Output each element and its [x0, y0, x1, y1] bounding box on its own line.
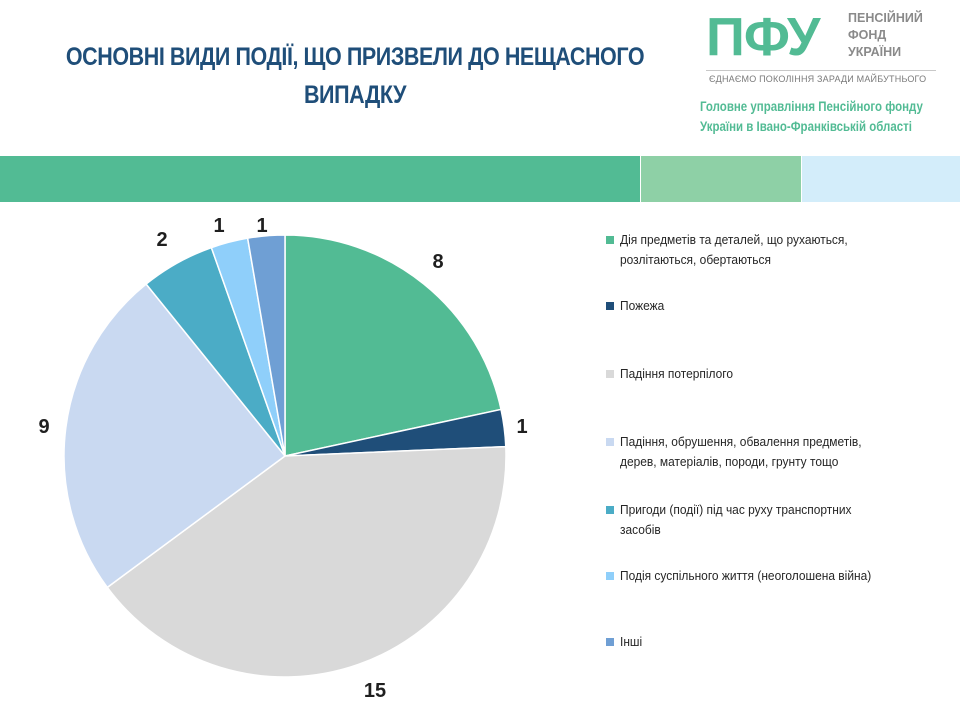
- header-band-light-blue: [802, 156, 960, 202]
- legend-label: Дія предметів та деталей, що рухаються, р…: [620, 230, 951, 270]
- title-line-1: ОСНОВНІ ВИДИ ПОДІЇ, ЩО ПРИЗВЕЛИ ДО НЕЩАС…: [65, 43, 645, 71]
- legend-label-line: Падіння потерпілого: [620, 366, 734, 381]
- organization-line-1: Головне управління Пенсійного фонду: [700, 98, 923, 114]
- legend-label: Інші: [620, 632, 951, 652]
- data-label-transport: 2: [156, 229, 167, 251]
- legend-label-line: розлітаються, обертаються: [620, 252, 771, 267]
- pie-chart: 8 1 15 9 2 1 1: [38, 215, 527, 702]
- legend-label: Подія суспільного життя (неоголошена вій…: [620, 566, 951, 586]
- data-label-fall-of-victim: 15: [364, 680, 386, 702]
- legend-label: Пригоди (події) під час руху транспортни…: [620, 500, 951, 540]
- legend-label-line: Пожежа: [620, 298, 665, 313]
- legend-item-fire: Пожежа: [606, 296, 951, 316]
- legend-swatch: [606, 438, 614, 446]
- logo-mark: ПФУ: [706, 7, 820, 67]
- legend-label-line: дерев, матеріалів, породи, грунту тощо: [620, 454, 839, 469]
- pie-slice-moving-parts: [284, 234, 502, 457]
- legend-label: Падіння потерпілого: [620, 364, 951, 384]
- legend-label: Падіння, обрушення, обвалення предметів,…: [620, 432, 951, 472]
- legend-label-line: Пригоди (події) під час руху транспортни…: [620, 502, 852, 517]
- legend-label-line: засобів: [620, 522, 661, 537]
- legend-swatch: [606, 370, 614, 378]
- logo-name-line-3: УКРАЇНИ: [848, 45, 902, 59]
- legend-swatch: [606, 302, 614, 310]
- data-label-fire: 1: [516, 416, 527, 438]
- data-label-war: 1: [213, 215, 224, 237]
- legend-item-war: Подія суспільного життя (неоголошена вій…: [606, 566, 951, 586]
- page-title: ОСНОВНІ ВИДИ ПОДІЇ, ЩО ПРИЗВЕЛИ ДО НЕЩАС…: [58, 38, 651, 114]
- legend-label-line: Інші: [620, 634, 643, 649]
- logo-name-line-1: ПЕНСІЙНИЙ: [848, 11, 923, 25]
- legend-label-line: Падіння, обрушення, обвалення предметів,: [620, 434, 862, 449]
- pie-slice-falling-objects: [63, 282, 287, 589]
- pfu-logo: ПФУ ПЕНСІЙНИЙ ФОНД УКРАЇНИ ЄДНАЄМО ПОКОЛ…: [706, 8, 942, 88]
- legend-swatch: [606, 638, 614, 646]
- legend-swatch: [606, 506, 614, 514]
- legend-item-moving-parts: Дія предметів та деталей, що рухаються, р…: [606, 230, 951, 270]
- legend-label-line: Подія суспільного життя (неоголошена вій…: [620, 568, 872, 583]
- pie-slice-fall-of-victim: [106, 445, 507, 678]
- legend-swatch: [606, 572, 614, 580]
- organization-name: Головне управління Пенсійного фонду Укра…: [700, 96, 923, 136]
- title-line-2: ВИПАДКУ: [303, 81, 407, 109]
- logo-name-line-2: ФОНД: [848, 28, 887, 42]
- legend-item-fall-of-victim: Падіння потерпілого: [606, 364, 951, 384]
- data-label-falling-objects: 9: [38, 416, 49, 438]
- legend-label-line: Дія предметів та деталей, що рухаються,: [620, 232, 848, 247]
- legend-item-other: Інші: [606, 632, 951, 652]
- header-band-light-green: [641, 156, 801, 202]
- legend-item-falling-objects: Падіння, обрушення, обвалення предметів,…: [606, 432, 951, 472]
- logo-slogan: ЄДНАЄМО ПОКОЛІННЯ ЗАРАДИ МАЙБУТНЬОГО: [709, 74, 927, 84]
- legend-label: Пожежа: [620, 296, 951, 316]
- legend-swatch: [606, 236, 614, 244]
- data-label-moving-parts: 8: [432, 251, 443, 273]
- pie-slice-other: [246, 234, 286, 457]
- logo-name: ПЕНСІЙНИЙ ФОНД УКРАЇНИ: [848, 10, 944, 61]
- legend-item-transport: Пригоди (події) під час руху транспортни…: [606, 500, 951, 540]
- organization-line-2: України в Івано-Франківській області: [700, 118, 912, 134]
- data-label-other: 1: [256, 215, 267, 237]
- header-band-green: [0, 156, 640, 202]
- logo-divider: [706, 70, 936, 71]
